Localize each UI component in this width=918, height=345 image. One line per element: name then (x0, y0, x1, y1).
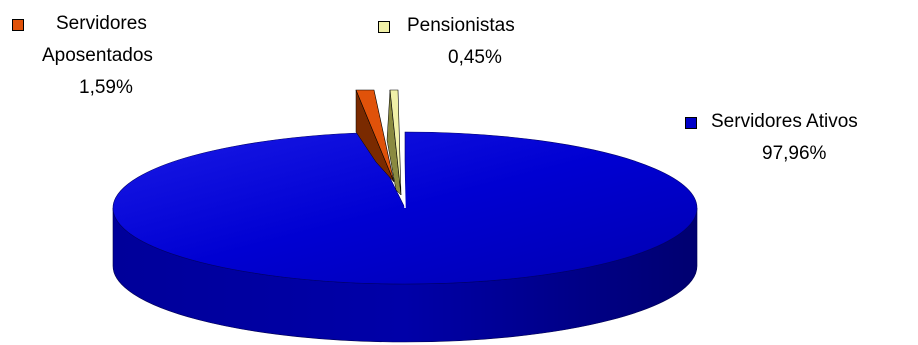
pie-slice-pensionistas (389, 89, 402, 196)
label-ativos-line1: Servidores Ativos (711, 111, 858, 132)
label-pensionistas-line1: Pensionistas (407, 15, 515, 36)
legend-swatch-ativos (685, 117, 697, 129)
label-pensionistas-value: 0,45% (448, 47, 502, 68)
label-aposentados-line1: Servidores (56, 13, 147, 34)
legend-swatch-aposentados (12, 19, 24, 31)
label-aposentados-value: 1,59% (79, 77, 133, 98)
label-aposentados-line2: Aposentados (42, 45, 153, 66)
label-ativos-value: 97,96% (762, 143, 827, 164)
legend-swatch-pensionistas (378, 21, 390, 33)
pie-gap-highlight (402, 131, 406, 209)
pie-slice-servidores-aposentados (355, 89, 395, 183)
